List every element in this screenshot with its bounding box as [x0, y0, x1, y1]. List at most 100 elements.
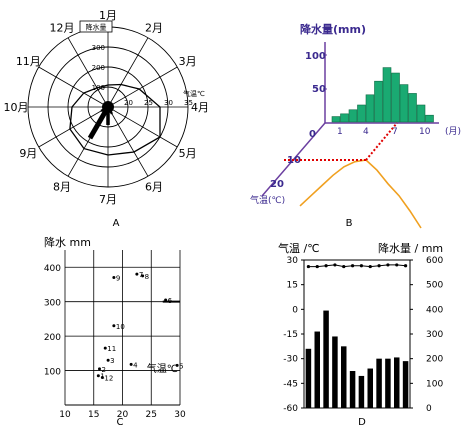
precip-bar	[385, 358, 391, 408]
precip-tick: 400	[426, 305, 443, 315]
month-label: 11月	[16, 55, 41, 68]
month-label: 4月	[191, 101, 209, 114]
spoke-3	[107, 66, 178, 108]
caption-c: C	[117, 417, 124, 428]
month-tick-10: 10	[419, 127, 431, 137]
spoke-12	[67, 37, 109, 108]
y-tick: 100	[44, 368, 61, 378]
scatter-point	[112, 276, 116, 280]
temp-point	[315, 264, 319, 269]
caption-d: D	[358, 417, 366, 428]
temp-polygon	[69, 83, 161, 156]
temp-line	[306, 263, 408, 269]
scatter-point	[175, 363, 179, 367]
x-tick: 30	[174, 410, 186, 420]
point-label: 12	[104, 374, 113, 382]
precip-axis-label: 降水量	[86, 23, 107, 32]
precip-axis-label-box: 降水量	[79, 20, 113, 33]
point-label: 10	[116, 323, 125, 331]
temp-axis-label: 气温℃	[183, 89, 205, 98]
temp-tick-20: 20	[270, 179, 284, 190]
plot-frame	[303, 259, 411, 409]
precip-tick: 300	[426, 330, 443, 340]
x-tick: 15	[88, 410, 99, 420]
precip-tick-100: 100	[305, 51, 326, 62]
precip-bar	[374, 80, 383, 123]
scatter-point	[135, 272, 139, 276]
month-label: 7月	[99, 193, 117, 206]
precip-axis-label: 降水量(mm)	[300, 22, 366, 36]
temp-tick: -60	[283, 404, 298, 414]
precip-bar	[357, 104, 366, 123]
spoke-11	[38, 66, 109, 108]
chart-d: 气温 /℃ 降水量 / mm 30 15 0 -15 -30 -45 -60 600 500 40…	[278, 241, 443, 428]
scatter-point	[106, 358, 110, 362]
temp-point	[386, 263, 390, 267]
spoke-9	[38, 106, 109, 148]
precip-bar	[348, 109, 358, 123]
caption-a: A	[113, 218, 120, 229]
temp-point	[342, 264, 346, 269]
y-tick: 400	[44, 264, 61, 274]
radar-marks	[69, 83, 161, 156]
precip-bar	[323, 310, 329, 408]
temp-point	[368, 264, 372, 269]
guide-vertical	[365, 122, 398, 161]
precip-bars	[331, 67, 434, 123]
point-label: 9	[116, 275, 120, 283]
precip-tick-50: 50	[312, 84, 326, 95]
scatter-point	[103, 346, 107, 350]
month-tick-1: 1	[337, 127, 343, 137]
point-label: 8	[145, 273, 149, 281]
month-label: 2月	[145, 21, 163, 34]
precip-tick: 200	[426, 355, 443, 365]
temp-line	[284, 122, 422, 229]
month-label: 3月	[179, 55, 197, 68]
precip-bar	[382, 67, 392, 123]
scatter-point	[98, 367, 101, 371]
month-unit: (月)	[445, 126, 461, 137]
precip-bar	[358, 375, 365, 408]
temp-axis-label: 气温 /℃	[278, 241, 320, 255]
point-label: 5	[179, 362, 183, 370]
precip-bar	[425, 114, 434, 123]
month-label: 10月	[4, 101, 29, 114]
temp-tick: 20	[124, 99, 133, 107]
precip-bar	[391, 72, 400, 123]
point-label: 2	[102, 366, 106, 374]
grid	[64, 250, 181, 406]
precip-bar	[365, 94, 375, 123]
y-axis-label: 降水 mm	[44, 235, 91, 249]
precip-bar	[305, 348, 312, 408]
precip-bar	[376, 358, 382, 408]
x-tick: 10	[59, 410, 71, 420]
precip-tick: 300	[92, 44, 105, 52]
temp-curve	[308, 264, 406, 268]
temp-tick-0: 0	[309, 129, 316, 140]
precip-bar	[331, 116, 341, 123]
x-tick: 25	[146, 410, 157, 420]
x-axis-label: 气温℃	[147, 362, 178, 375]
spoke-2	[107, 37, 149, 108]
chart-b: 降水量(mm) 100 50 1 4 7 10 (月) 0 10 20 气温(℃…	[250, 22, 461, 229]
month-label: 9月	[19, 147, 37, 160]
precip-bar	[394, 357, 400, 408]
precip-tick: 0	[426, 404, 432, 414]
scatter-point	[141, 274, 145, 278]
temp-tick: 15	[287, 281, 298, 291]
temp-tick: -45	[283, 379, 298, 389]
y-tick: 300	[44, 299, 61, 309]
temp-tick: -30	[283, 355, 298, 365]
temp-point	[324, 264, 328, 268]
scatter-point	[96, 374, 100, 378]
temp-tick: 25	[144, 99, 153, 107]
precip-tick: 200	[92, 64, 105, 72]
temp-tick: -15	[283, 330, 298, 340]
spoke-6	[107, 106, 149, 177]
scatter-point	[164, 298, 168, 302]
temp-point	[403, 264, 408, 268]
temp-point	[306, 264, 311, 269]
